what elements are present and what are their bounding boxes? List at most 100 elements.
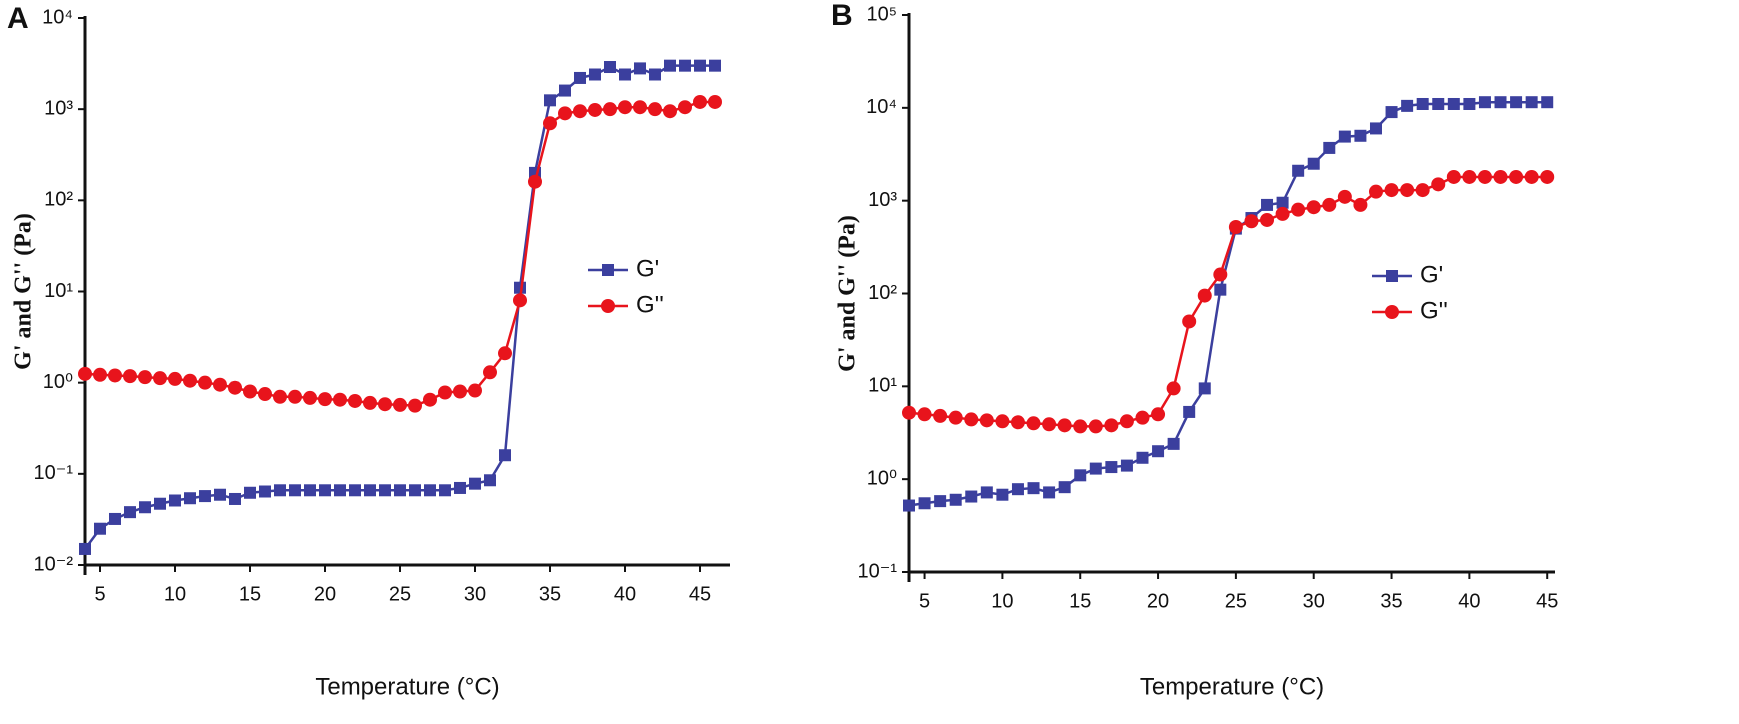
marker — [213, 377, 227, 392]
marker — [679, 59, 691, 72]
marker — [123, 369, 137, 384]
marker — [1275, 206, 1290, 221]
marker — [1323, 141, 1336, 154]
marker — [1510, 96, 1523, 109]
marker — [1010, 415, 1025, 430]
x-tick-label: 15 — [239, 583, 261, 605]
marker — [154, 497, 166, 510]
x-tick-label: 45 — [1536, 590, 1558, 612]
marker — [499, 449, 511, 462]
marker — [1354, 129, 1367, 142]
marker — [1415, 183, 1430, 198]
marker — [183, 373, 197, 388]
marker — [1432, 97, 1445, 110]
marker — [318, 392, 332, 407]
series-line — [83, 64, 715, 550]
marker — [1307, 157, 1320, 170]
marker — [169, 494, 181, 507]
marker — [393, 397, 407, 412]
x-tick-label: 15 — [1069, 590, 1091, 612]
marker — [1228, 220, 1243, 235]
panel-label: A — [7, 2, 29, 35]
marker — [949, 493, 962, 506]
marker — [409, 484, 421, 497]
marker — [528, 174, 542, 189]
marker — [1385, 106, 1398, 119]
marker — [513, 293, 527, 308]
marker — [589, 68, 601, 81]
legend-marker — [602, 264, 614, 276]
marker — [648, 102, 662, 117]
marker — [678, 100, 692, 115]
marker — [1400, 183, 1415, 198]
marker — [454, 481, 466, 494]
marker — [903, 499, 915, 512]
marker — [1043, 486, 1056, 499]
marker — [603, 102, 617, 117]
marker — [334, 484, 346, 497]
marker — [1027, 482, 1040, 495]
x-tick-label: 40 — [614, 583, 636, 605]
y-tick-label: 10⁰ — [867, 467, 897, 489]
marker — [1463, 97, 1476, 110]
marker — [348, 393, 362, 408]
marker — [289, 484, 301, 497]
legend-label: G' — [1420, 261, 1443, 288]
marker — [1525, 96, 1538, 109]
marker — [484, 474, 496, 487]
series-line — [84, 100, 715, 407]
y-tick-label: 10⁰ — [43, 371, 73, 393]
marker — [1509, 169, 1524, 184]
marker — [1198, 382, 1211, 395]
legend-label: G'' — [636, 291, 664, 318]
marker — [902, 405, 916, 420]
x-tick-label: 30 — [464, 583, 486, 605]
marker — [408, 398, 422, 413]
marker — [918, 497, 931, 510]
marker — [1353, 197, 1368, 212]
marker — [468, 383, 482, 398]
marker — [933, 408, 948, 423]
marker — [1446, 169, 1461, 184]
legend-label: G' — [636, 255, 659, 282]
marker — [1026, 416, 1041, 431]
y-tick-label: 10¹ — [868, 375, 897, 397]
marker — [1120, 459, 1133, 472]
marker — [349, 484, 361, 497]
marker — [1368, 184, 1383, 199]
marker — [1119, 414, 1134, 429]
marker — [1151, 407, 1166, 422]
marker — [694, 59, 706, 72]
x-tick-label: 20 — [314, 583, 336, 605]
marker — [244, 486, 256, 499]
marker — [1401, 99, 1414, 112]
x-tick-label: 10 — [164, 583, 186, 605]
marker — [273, 389, 287, 404]
marker — [619, 68, 631, 81]
marker — [709, 59, 721, 72]
marker — [1089, 462, 1102, 475]
marker — [199, 490, 211, 503]
marker — [109, 512, 121, 525]
marker — [229, 492, 241, 505]
marker — [1135, 410, 1150, 425]
marker — [980, 486, 993, 499]
panel-label: B — [831, 0, 853, 32]
marker — [108, 368, 122, 383]
y-axis-label: G' and G'' (Pa) — [11, 213, 37, 370]
marker — [1042, 417, 1057, 432]
marker — [1166, 381, 1181, 396]
y-tick-label: 10² — [44, 189, 73, 211]
marker — [274, 484, 286, 497]
x-tick-label: 25 — [1225, 590, 1247, 612]
marker — [94, 522, 106, 535]
marker — [1213, 267, 1228, 282]
marker — [649, 68, 661, 81]
x-axis-label: Temperature (°C) — [315, 673, 499, 700]
marker — [964, 412, 979, 427]
marker — [1073, 419, 1088, 434]
marker — [1322, 197, 1337, 212]
marker — [1541, 96, 1554, 109]
marker — [559, 84, 571, 97]
marker — [1104, 418, 1119, 433]
